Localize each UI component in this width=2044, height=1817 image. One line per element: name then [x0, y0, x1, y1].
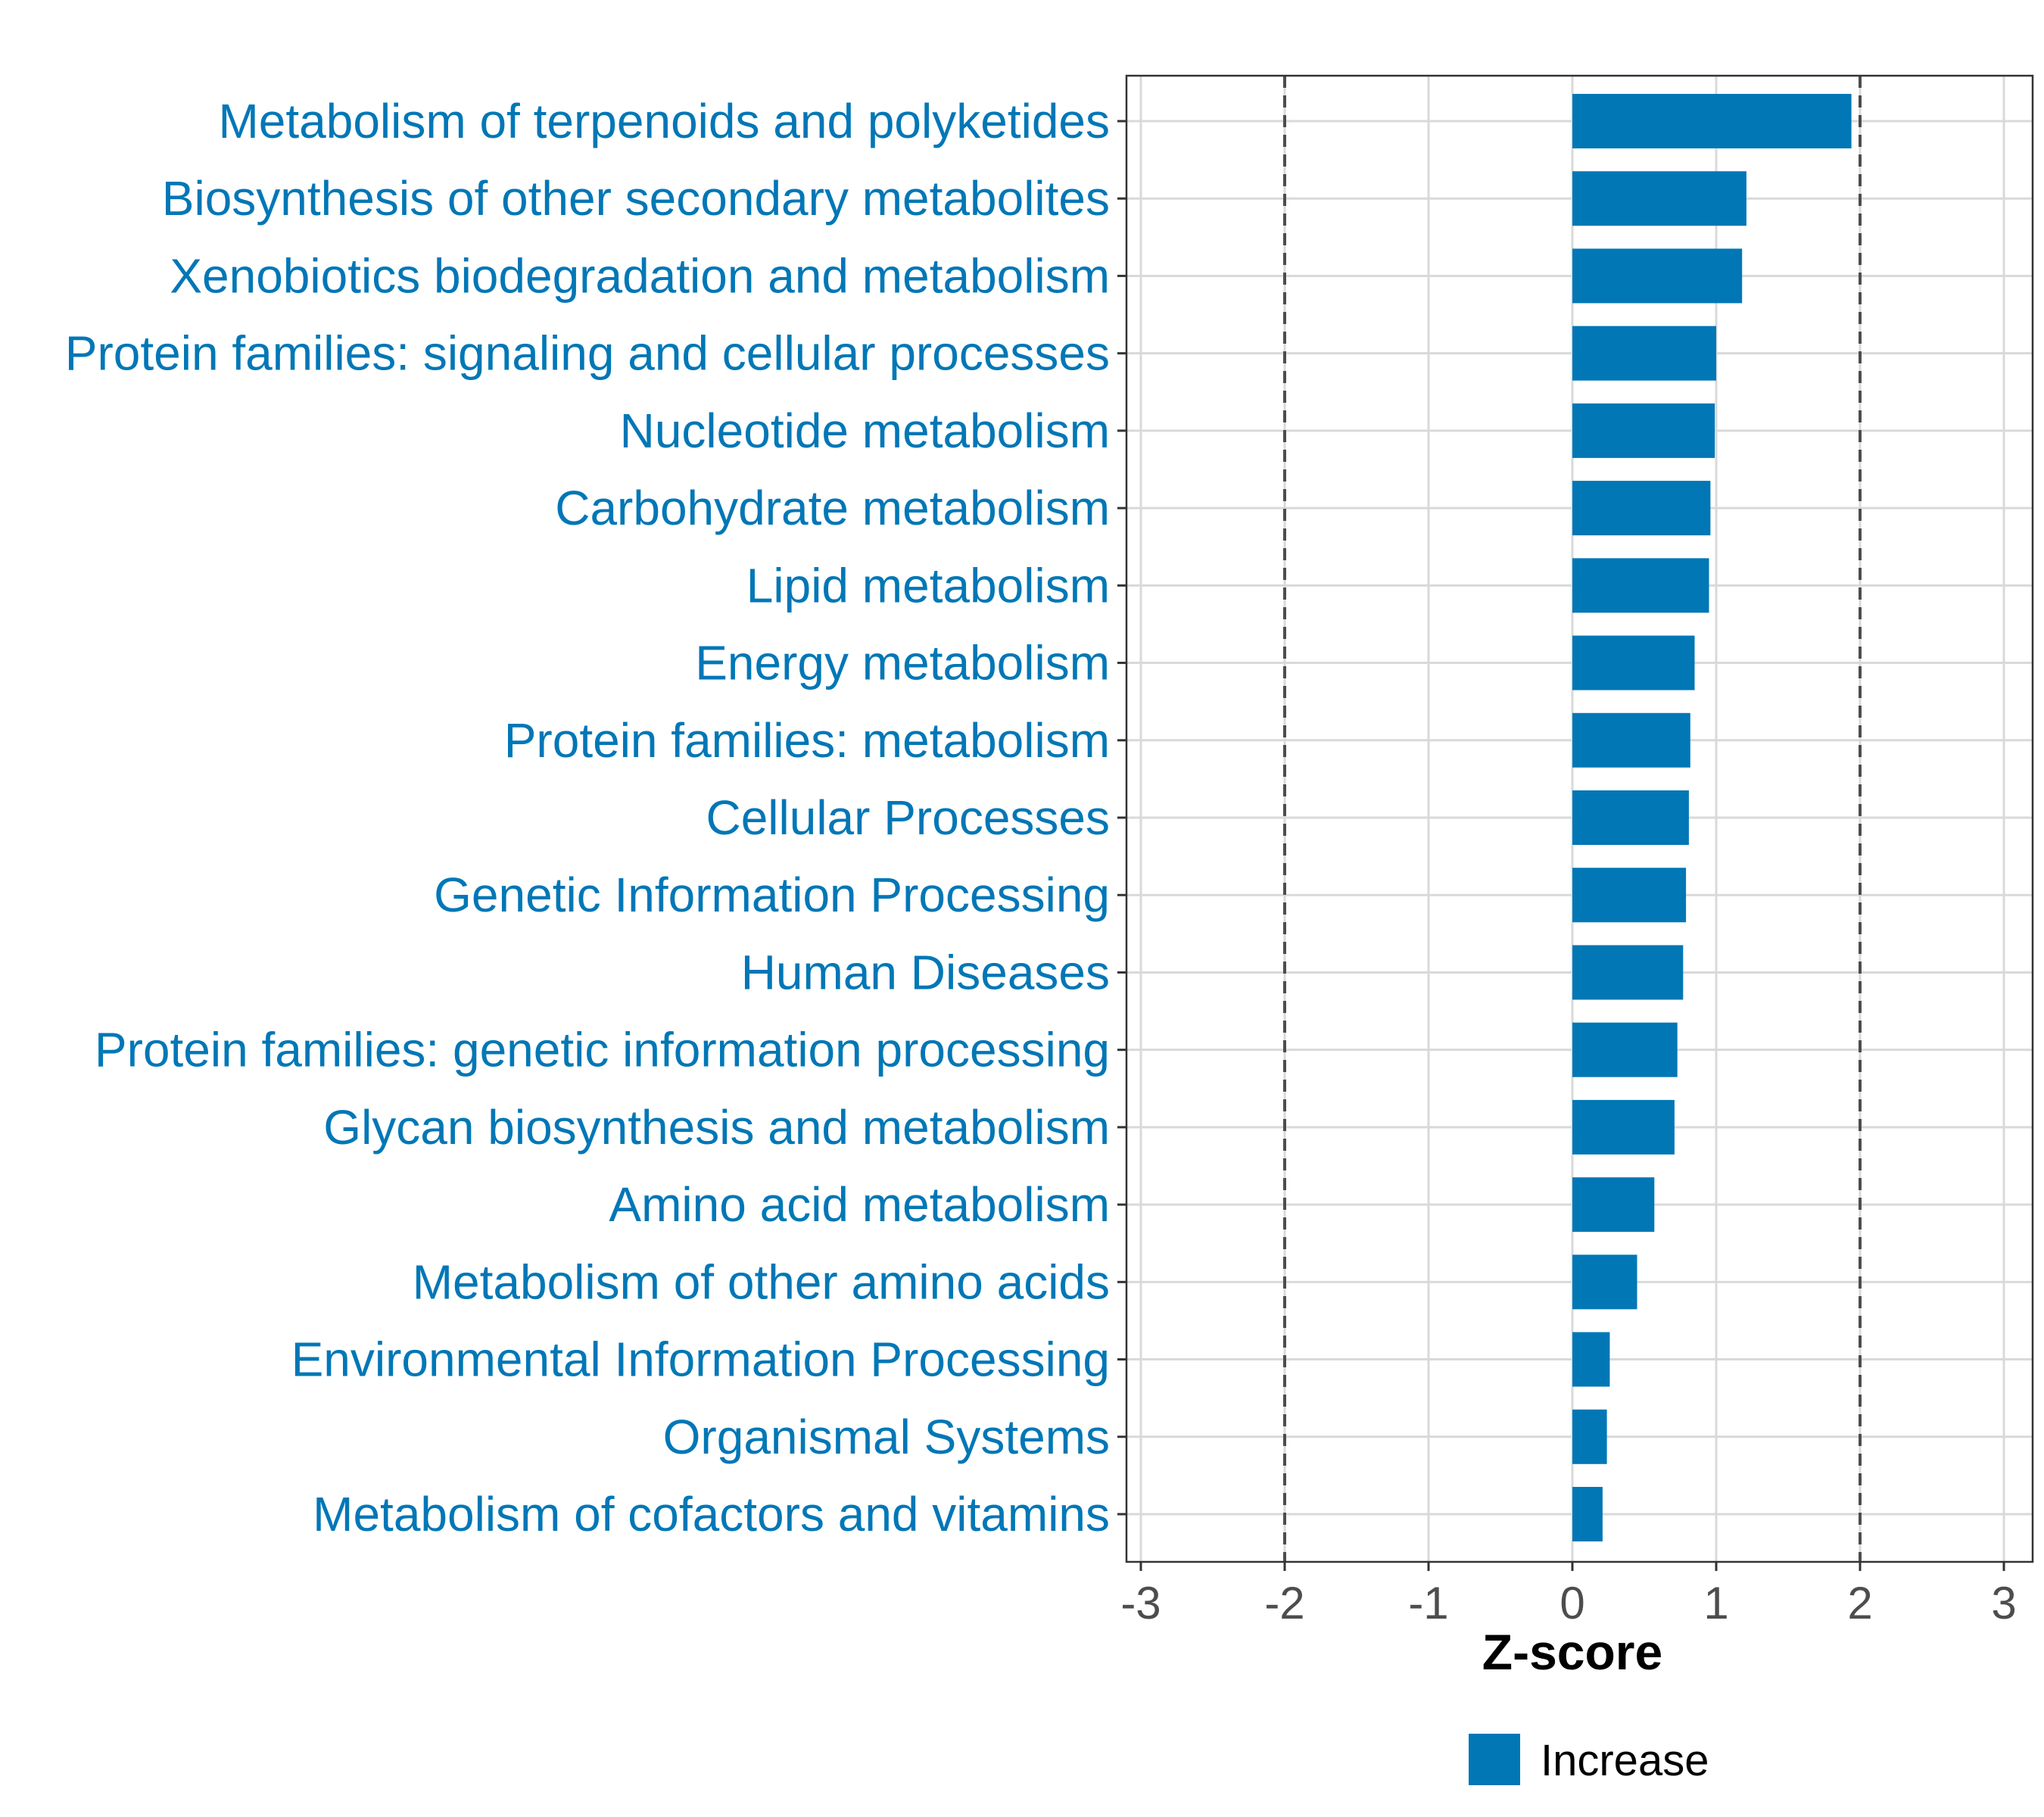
- category-label: Nucleotide metabolism: [620, 404, 1110, 458]
- x-tick-label: -1: [1408, 1578, 1448, 1628]
- category-label: Organismal Systems: [663, 1410, 1110, 1464]
- category-label: Metabolism of terpenoids and polyketides: [218, 94, 1110, 148]
- category-labels: Metabolism of terpenoids and polyketides…: [65, 94, 1110, 1541]
- category-label: Human Diseases: [741, 945, 1110, 999]
- bar: [1572, 790, 1689, 845]
- bar: [1572, 326, 1716, 381]
- bar: [1572, 248, 1743, 304]
- bar: [1572, 1099, 1675, 1155]
- x-tick-label: 2: [1847, 1578, 1872, 1628]
- x-axis-title: Z-score: [1482, 1624, 1662, 1680]
- bar: [1572, 171, 1746, 226]
- x-tick-label: -3: [1120, 1578, 1161, 1628]
- reference-lines: [1283, 76, 1862, 1562]
- category-label: Metabolism of other amino acids: [413, 1254, 1110, 1309]
- legend: Increase: [1469, 1734, 1709, 1785]
- category-label: Glycan biosynthesis and metabolism: [323, 1100, 1110, 1155]
- bar: [1572, 403, 1715, 458]
- x-tick-label: 3: [1991, 1578, 2016, 1628]
- legend-label-increase: Increase: [1541, 1736, 1709, 1785]
- x-tick-label: -2: [1264, 1578, 1304, 1628]
- category-label: Genetic Information Processing: [434, 868, 1110, 922]
- bar: [1572, 1487, 1603, 1541]
- y-axis-ticks: [1117, 120, 1126, 1516]
- category-label: Cellular Processes: [706, 790, 1110, 845]
- category-label: Metabolism of cofactors and vitamins: [313, 1487, 1110, 1541]
- category-label: Protein families: genetic information pr…: [95, 1023, 1110, 1077]
- category-label: Carbohydrate metabolism: [555, 481, 1110, 535]
- x-tick-label: 0: [1559, 1578, 1584, 1628]
- category-label: Amino acid metabolism: [609, 1177, 1110, 1232]
- bar: [1572, 94, 1852, 148]
- x-axis-ticks: -3 -2 -1 0 1 2 3: [1120, 1562, 2017, 1628]
- category-label: Energy metabolism: [695, 636, 1110, 690]
- bar: [1572, 1254, 1637, 1310]
- bar: [1572, 945, 1684, 1000]
- category-label: Protein families: signaling and cellular…: [65, 326, 1110, 381]
- bar: [1572, 712, 1690, 768]
- bar: [1572, 1332, 1610, 1387]
- bar: [1572, 1022, 1678, 1077]
- category-label: Xenobiotics biodegradation and metabolis…: [170, 248, 1110, 303]
- category-label: Protein families: metabolism: [504, 713, 1110, 768]
- category-label: Biosynthesis of other secondary metaboli…: [162, 171, 1110, 226]
- bar: [1572, 558, 1709, 613]
- bars: [1572, 94, 1852, 1541]
- bar: [1572, 1409, 1607, 1464]
- legend-key-increase: [1469, 1734, 1520, 1785]
- bar: [1572, 868, 1687, 923]
- bar: [1572, 481, 1711, 536]
- category-label: Environmental Information Processing: [291, 1332, 1110, 1387]
- x-tick-label: 1: [1703, 1578, 1728, 1628]
- category-label: Lipid metabolism: [746, 558, 1110, 612]
- bar: [1572, 635, 1695, 690]
- bar: [1572, 1177, 1655, 1233]
